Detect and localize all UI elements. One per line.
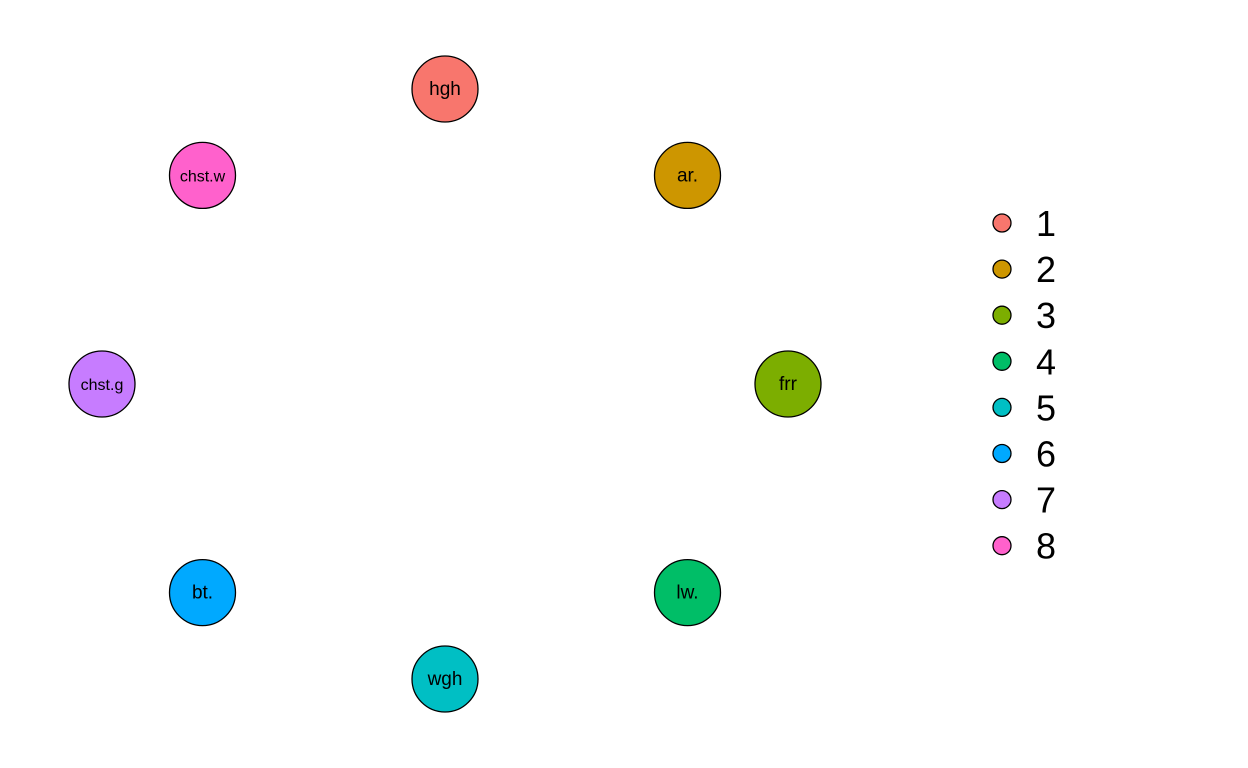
node-circle (168, 141, 237, 210)
node-ar-: ar. (653, 141, 722, 210)
legend-key (992, 397, 1012, 418)
legend-key (992, 305, 1012, 325)
legend-label: 1 (1036, 203, 1056, 244)
nodes-layer: hgh ar. frr lw. wgh bt. chst.g chst.w (68, 55, 822, 713)
node-circle (411, 55, 479, 123)
legend-key (992, 536, 1012, 556)
legend-key (992, 443, 1012, 464)
legend-key (992, 213, 1012, 233)
legend-label: 8 (1036, 526, 1056, 567)
node-label: chst.w (180, 168, 226, 185)
node-frr: frr (754, 350, 822, 418)
legend-item-7: 7 (992, 480, 1056, 521)
legend-item-6: 6 (992, 434, 1056, 475)
node-circle (754, 350, 822, 418)
legend-item-5: 5 (992, 387, 1056, 428)
legend: 1 2 3 4 5 6 7 8 (992, 203, 1056, 567)
legend-item-1: 1 (992, 203, 1056, 244)
legend-label: 4 (1036, 341, 1056, 382)
node-circle (168, 558, 237, 627)
legend-item-2: 2 (992, 249, 1056, 290)
node-wgh: wgh (411, 645, 479, 713)
node-hgh: hgh (411, 55, 479, 123)
legend-label: 5 (1036, 387, 1056, 428)
node-label: bt. (192, 583, 213, 604)
node-label: hgh (429, 79, 461, 100)
node-label: lw. (676, 583, 698, 604)
node-circle (68, 350, 136, 418)
legend-item-3: 3 (992, 295, 1056, 336)
node-chst-w: chst.w (168, 141, 237, 210)
node-label: frr (779, 374, 798, 395)
legend-key (992, 259, 1012, 279)
node-circle (653, 141, 722, 210)
legend-item-4: 4 (992, 341, 1056, 382)
node-circle (653, 558, 722, 627)
node-chst-g: chst.g (68, 350, 136, 418)
legend-label: 6 (1036, 434, 1056, 475)
node-lw-: lw. (653, 558, 722, 627)
node-label: wgh (427, 669, 463, 690)
legend-key (992, 489, 1012, 510)
legend-label: 3 (1036, 295, 1056, 336)
legend-item-8: 8 (992, 526, 1056, 567)
node-circle (411, 645, 479, 713)
legend-label: 7 (1036, 480, 1056, 521)
node-label: chst.g (81, 377, 124, 394)
node-label: ar. (677, 165, 698, 186)
legend-label: 2 (1036, 249, 1056, 290)
legend-key (992, 351, 1012, 371)
node-bt-: bt. (168, 558, 237, 627)
